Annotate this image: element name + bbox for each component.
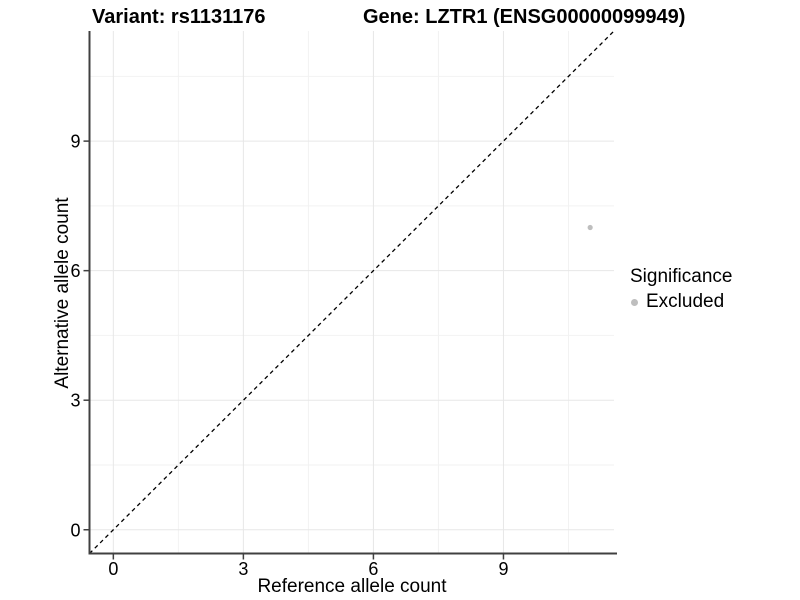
- x-tick-label: 9: [498, 559, 508, 579]
- plot-title-variant: Variant: rs1131176: [92, 6, 266, 28]
- y-tick-label: 3: [70, 391, 80, 411]
- y-tick-label: 0: [70, 520, 80, 540]
- legend-entry-label: Excluded: [646, 291, 725, 312]
- y-tick-label: 9: [70, 132, 80, 152]
- y-tick-label: 6: [70, 261, 80, 281]
- x-tick-label: 6: [368, 559, 378, 579]
- legend-entry-excluded: Excluded: [630, 291, 732, 313]
- plot-title-gene: Gene: LZTR1 (ENSG00000099949): [363, 6, 686, 28]
- x-tick-label: 3: [238, 559, 248, 579]
- x-tick-label: 0: [108, 559, 118, 579]
- legend-title: Significance: [630, 266, 733, 287]
- identity-line: [89, 30, 615, 554]
- legend-point-icon: [631, 298, 638, 306]
- x-axis-title: Reference allele count: [257, 576, 447, 597]
- legend: Significance Excluded: [630, 266, 732, 313]
- data-point-excluded: [587, 224, 593, 231]
- y-axis-title: Alternative allele count: [52, 197, 73, 389]
